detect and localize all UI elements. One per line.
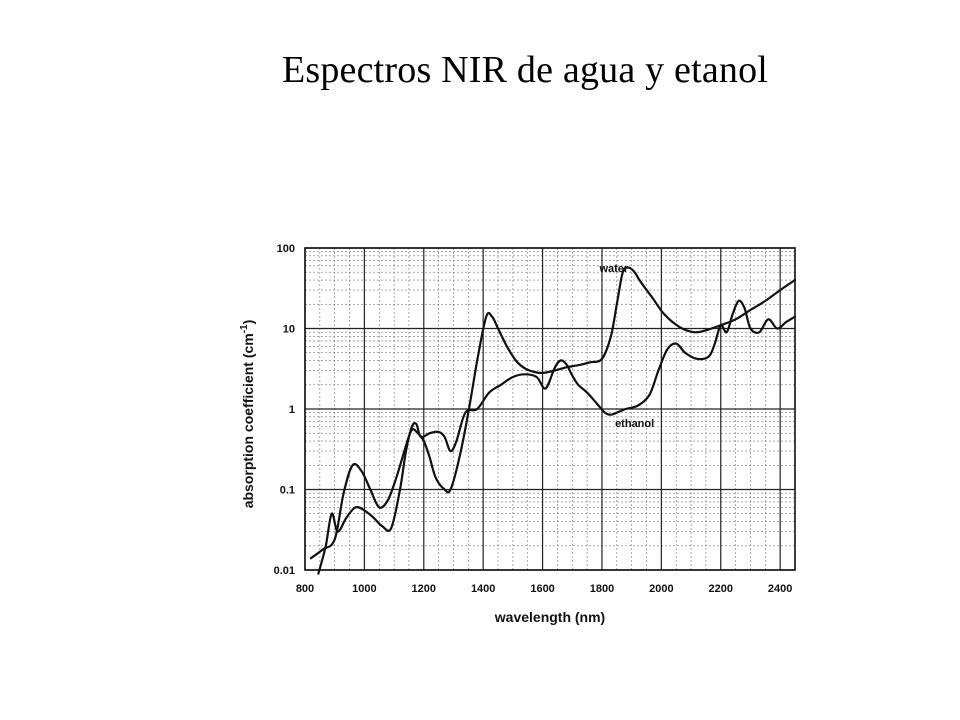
x-tick-label: 800 [296,583,314,595]
series-line-water [309,266,797,560]
y-axis-label-main: absorption coefficient (cm [240,333,256,508]
chart-annotations: water ethanol [598,263,654,430]
x-tick-label: 1800 [590,583,614,595]
x-tick-label: 1000 [352,583,376,595]
y-axis-label-close: ) [240,320,256,325]
series-annotation-ethanol: ethanol [615,418,654,430]
y-tick-label: 10 [283,324,295,336]
x-tick-label: 1200 [412,583,436,595]
y-tick-label: 100 [277,243,295,255]
x-axis-label: wavelength (nm) [494,609,605,625]
x-tick-label: 2200 [709,583,733,595]
y-axis-label-superscript: -1 [239,324,250,333]
plot-frame [304,247,796,571]
y-axis-label: absorption coefficient (cm-1) [239,320,256,509]
x-tick-label: 2400 [768,583,792,595]
x-tick-label: 2000 [649,583,673,595]
chart-ticks: 800 1000 1200 1400 1600 1800 2000 2200 2400 0.01 0… [274,243,793,595]
y-tick-label: 0.01 [274,565,295,577]
x-tick-label: 1400 [471,583,495,595]
series-annotation-water: water [598,263,628,275]
y-tick-label: 1 [289,404,295,416]
chart-series [309,266,797,575]
x-tick-label: 1600 [530,583,554,595]
slide-title: Espectros NIR de agua y etanol [281,49,769,91]
y-tick-label: 0.1 [280,485,295,497]
series-line-ethanol [317,299,797,575]
